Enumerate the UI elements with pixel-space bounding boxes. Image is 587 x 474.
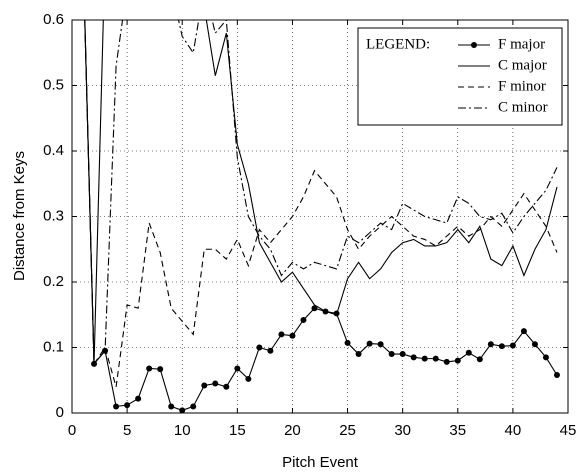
data-point <box>289 332 296 339</box>
x-axis-label: Pitch Event <box>282 454 359 471</box>
data-point <box>465 349 472 356</box>
data-point <box>113 403 120 410</box>
data-point <box>432 355 439 362</box>
data-point <box>234 365 241 372</box>
x-tick-label: 5 <box>123 422 131 439</box>
data-point <box>300 316 307 323</box>
plot-frame <box>71 19 569 414</box>
data-point <box>223 383 230 390</box>
legend-label: C minor <box>498 99 548 115</box>
y-tick-label: 0.5 <box>43 76 64 93</box>
data-point <box>520 328 527 335</box>
data-point <box>487 341 494 348</box>
legend-box <box>357 27 563 126</box>
x-tick-label: 0 <box>68 422 76 439</box>
data-point <box>179 407 186 413</box>
data-point <box>542 354 549 361</box>
series-line <box>84 20 558 366</box>
data-point <box>256 344 263 351</box>
x-tick-label: 25 <box>339 422 356 439</box>
x-tick-label: 10 <box>174 422 191 439</box>
data-point <box>355 351 362 358</box>
data-point <box>157 366 164 373</box>
data-point <box>212 380 219 387</box>
data-point <box>531 341 538 348</box>
y-tick-label: 0.1 <box>43 338 64 355</box>
data-point <box>190 403 197 410</box>
data-point <box>311 305 318 312</box>
x-tick-label: 30 <box>394 422 411 439</box>
data-point <box>509 342 516 349</box>
data-point <box>410 354 417 361</box>
y-tick-label: 0.6 <box>43 11 64 28</box>
x-tick-label: 15 <box>229 422 246 439</box>
data-point <box>399 351 406 358</box>
series-line <box>84 20 558 364</box>
legend-label: F major <box>498 36 545 52</box>
x-tick-label: 40 <box>505 422 522 439</box>
series-line <box>84 20 558 387</box>
data-point <box>344 339 351 346</box>
data-point <box>201 382 208 389</box>
x-tick-label: 45 <box>560 422 577 439</box>
x-tick-label: 35 <box>449 422 466 439</box>
legend-label: C major <box>498 57 547 73</box>
data-point <box>168 403 175 410</box>
data-point <box>366 340 373 347</box>
data-point <box>267 347 274 354</box>
data-point <box>245 375 252 382</box>
data-point <box>454 357 461 364</box>
y-tick-label: 0.3 <box>43 207 64 224</box>
legend-title: LEGEND: <box>366 36 430 52</box>
legend-label: F minor <box>498 78 546 94</box>
data-point <box>553 372 560 379</box>
data-point <box>388 351 395 358</box>
data-point <box>421 355 428 362</box>
y-axis-label: Distance from Keys <box>11 151 28 281</box>
data-point <box>443 358 450 365</box>
y-tick-label: 0.4 <box>43 142 64 159</box>
x-tick-label: 20 <box>284 422 301 439</box>
y-tick-label: 0.2 <box>43 273 64 290</box>
data-point <box>135 395 142 402</box>
data-point <box>377 341 384 348</box>
plot-area <box>84 20 560 413</box>
y-tick-label: 0 <box>56 404 64 421</box>
data-point <box>146 365 153 372</box>
data-point <box>498 343 505 350</box>
data-point <box>124 402 131 409</box>
legend-marker <box>471 42 477 48</box>
data-point <box>278 331 285 338</box>
data-point <box>476 356 483 363</box>
